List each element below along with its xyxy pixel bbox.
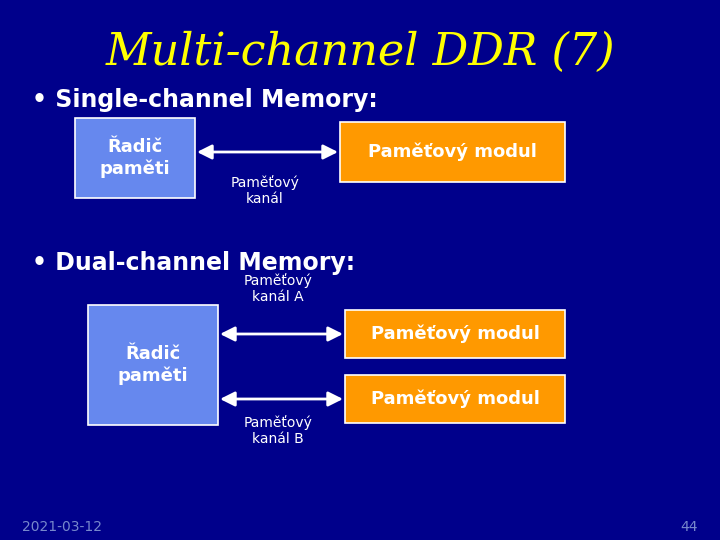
Text: Paměťový
kanál A: Paměťový kanál A [243, 273, 312, 304]
Text: • Single-channel Memory:: • Single-channel Memory: [32, 88, 378, 112]
Text: Paměťový modul: Paměťový modul [368, 143, 536, 161]
Text: • Dual-channel Memory:: • Dual-channel Memory: [32, 251, 355, 275]
Text: Paměťový modul: Paměťový modul [371, 390, 539, 408]
FancyBboxPatch shape [340, 122, 565, 182]
Text: Multi-channel DDR (7): Multi-channel DDR (7) [105, 30, 615, 73]
Text: Paměťový
kanál: Paměťový kanál [230, 175, 300, 206]
Text: 44: 44 [680, 520, 698, 534]
FancyBboxPatch shape [345, 375, 565, 423]
Text: 2021-03-12: 2021-03-12 [22, 520, 102, 534]
FancyBboxPatch shape [345, 310, 565, 358]
FancyBboxPatch shape [88, 305, 218, 425]
Text: Řadič
paměti: Řadič paměti [99, 138, 171, 178]
Text: Paměťový
kanál B: Paměťový kanál B [243, 415, 312, 446]
Text: Řadič
paměti: Řadič paměti [117, 345, 189, 384]
Text: Paměťový modul: Paměťový modul [371, 325, 539, 343]
FancyBboxPatch shape [75, 118, 195, 198]
